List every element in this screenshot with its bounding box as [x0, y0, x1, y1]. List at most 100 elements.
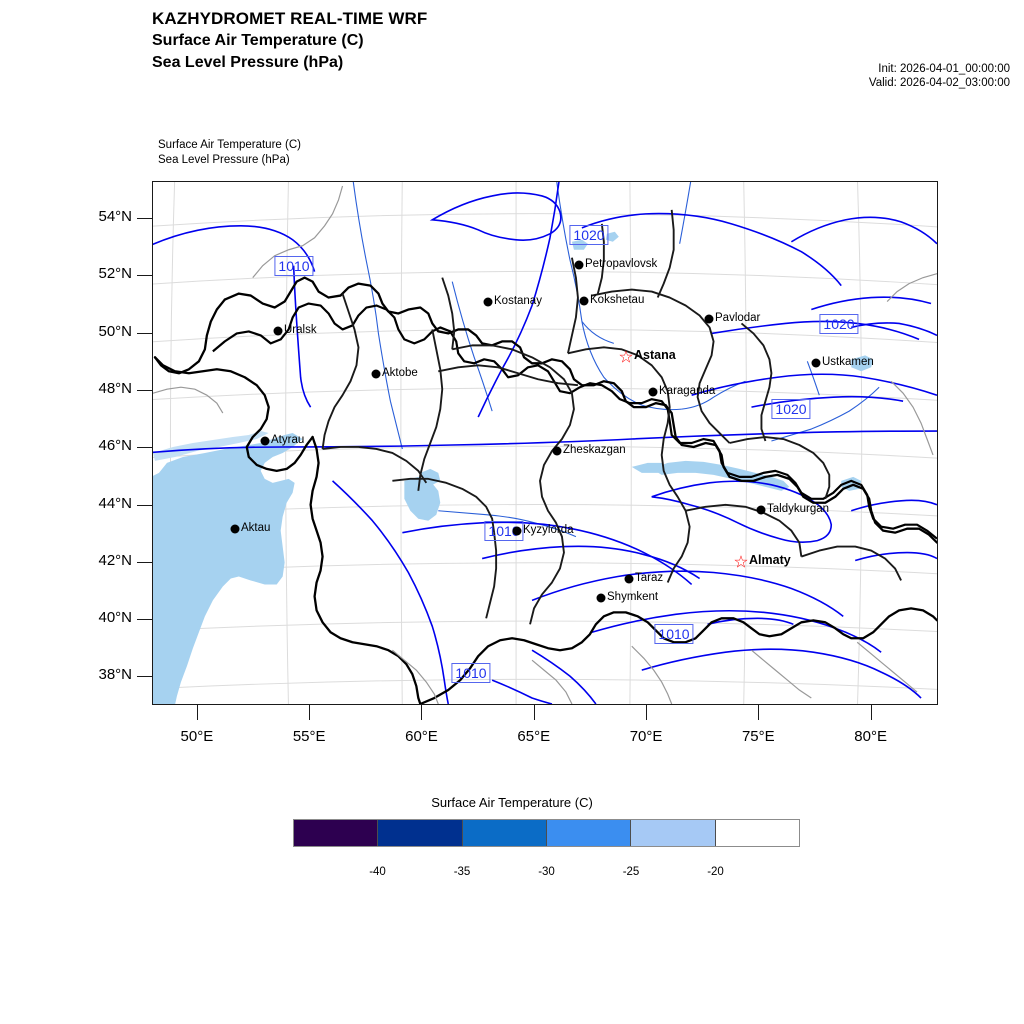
- city-label: Petropavlovsk: [585, 258, 658, 270]
- colorbar-swatch: [545, 820, 631, 846]
- lon-label: 50°E: [180, 728, 214, 745]
- lat-label: 42°N: [98, 551, 132, 569]
- city-dot-icon: [811, 358, 821, 368]
- lat-tick: [137, 447, 152, 449]
- lon-tick: [758, 705, 760, 720]
- lat-label: 46°N: [98, 437, 132, 455]
- city-label: Kostanay: [494, 295, 542, 307]
- city-label: Pavlodar: [715, 312, 761, 324]
- page-title: KAZHYDROMET REAL-TIME WRF: [152, 9, 428, 28]
- city-label: Uralsk: [284, 324, 317, 336]
- colorbar-swatch: [294, 820, 378, 846]
- lat-label: 48°N: [98, 380, 132, 398]
- colorbar-swatch: [630, 820, 715, 846]
- lon-label: 65°E: [517, 728, 551, 745]
- capital-star-icon: ☆: [618, 347, 634, 367]
- lon-label: 70°E: [629, 728, 663, 745]
- colorbar-tick-label: -40: [369, 866, 386, 878]
- colorbar-tick-label: -25: [622, 866, 640, 878]
- water-bodies: [153, 231, 874, 704]
- colorbar-swatch: [461, 820, 546, 846]
- city-dot-icon: [552, 446, 562, 456]
- temperature-colorbar[interactable]: [293, 819, 800, 847]
- field-caption-pressure: Sea Level Pressure (hPa): [158, 154, 290, 166]
- city-dot-icon: [579, 296, 589, 306]
- capital-star-icon: ☆: [733, 552, 749, 572]
- isobar-label: 1010: [274, 256, 314, 276]
- isobar-label: 1010: [484, 521, 524, 541]
- city-label: Taraz: [635, 572, 664, 584]
- city-label: Astana: [634, 348, 676, 362]
- lat-label: 54°N: [98, 208, 132, 226]
- lat-tick: [137, 332, 152, 334]
- city-dot-icon: [648, 387, 658, 397]
- map-graphics: [153, 182, 937, 704]
- lat-label: 50°N: [98, 322, 132, 340]
- lat-tick: [137, 218, 152, 220]
- lat-label: 44°N: [98, 494, 132, 512]
- isobar-label: 1010: [654, 624, 694, 644]
- lat-tick: [137, 390, 152, 392]
- lon-label: 60°E: [405, 728, 438, 745]
- country-border-kazakhstan: [212, 302, 937, 540]
- city-dot-icon: [624, 574, 634, 584]
- city-label: Aktobe: [382, 367, 418, 379]
- colorbar-tick-label: -20: [707, 866, 724, 878]
- city-label: Almaty: [749, 553, 791, 567]
- lon-label: 55°E: [292, 728, 326, 745]
- isobar-label: 1020: [819, 314, 859, 334]
- lon-tick: [533, 705, 535, 720]
- city-dot-icon: [596, 593, 606, 603]
- lat-tick: [137, 561, 152, 563]
- lon-tick: [421, 705, 423, 720]
- page-subtitle-temperature: Surface Air Temperature (C): [152, 32, 364, 49]
- rivers: [352, 182, 880, 538]
- city-dot-icon: [483, 297, 493, 307]
- lon-tick: [309, 705, 311, 720]
- city-label: Aktau: [241, 522, 271, 534]
- city-dot-icon: [230, 524, 240, 534]
- isobar-label: 1020: [771, 399, 811, 419]
- isobar-label: 1020: [569, 225, 609, 245]
- lat-label: 40°N: [98, 609, 132, 627]
- city-label: Taldykurgan: [767, 503, 830, 515]
- city-dot-icon: [371, 369, 381, 379]
- neighbor-country-borders: [153, 185, 937, 704]
- field-caption: Surface Air Temperature (C) Sea Level Pr…: [158, 138, 301, 168]
- lat-tick: [137, 676, 152, 678]
- lon-label: 80°E: [854, 728, 887, 745]
- init-time-label: Init: 2026-04-01_00:00:00: [878, 63, 1010, 75]
- city-dot-icon: [574, 260, 584, 270]
- lon-label: 75°E: [741, 728, 775, 745]
- city-dot-icon: [756, 505, 766, 515]
- lat-label: 38°N: [98, 666, 132, 684]
- model-run-times: Init: 2026-04-01_00:00:00 Valid: 2026-04…: [869, 62, 1010, 90]
- city-dot-icon: [512, 526, 522, 536]
- page-subtitle-pressure: Sea Level Pressure (hPa): [152, 54, 344, 71]
- map-panel[interactable]: 1010 1020 1020 1020 1010 1010 1010 Petropavlov…: [152, 181, 938, 705]
- kazakhstan-outline: [153, 276, 937, 704]
- city-label: Zheskazgan: [563, 444, 626, 456]
- colorbar-swatch: [377, 820, 462, 846]
- city-label: Kokshetau: [590, 294, 645, 306]
- lat-label: 52°N: [98, 265, 132, 283]
- valid-time-label: Valid: 2026-04-02_03:00:00: [868, 77, 1010, 89]
- field-caption-temperature: Surface Air Temperature (C): [158, 139, 301, 151]
- city-dot-icon: [273, 326, 283, 336]
- city-label: Karaganda: [659, 385, 716, 397]
- city-label: Ustkamen: [822, 356, 874, 368]
- lon-tick: [196, 705, 198, 720]
- city-dot-icon: [704, 314, 714, 324]
- sea-level-pressure-contours: [153, 182, 937, 704]
- colorbar-swatch: [714, 820, 799, 846]
- city-label: Kyzylorda: [523, 524, 574, 536]
- lat-tick: [137, 619, 152, 621]
- city-label: Shymkent: [607, 591, 659, 603]
- lat-tick: [137, 504, 152, 506]
- city-label: Atyrau: [271, 434, 305, 446]
- isobar-label: 1010: [451, 663, 491, 683]
- header-title-block: KAZHYDROMET REAL-TIME WRF Surface Air Te…: [152, 8, 427, 74]
- lat-tick: [137, 275, 152, 277]
- colorbar-tick-label: -35: [453, 866, 471, 878]
- city-dot-icon: [260, 436, 270, 446]
